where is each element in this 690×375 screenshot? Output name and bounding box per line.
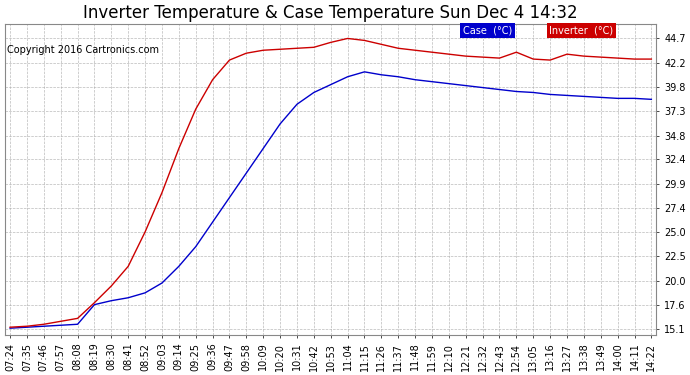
Text: Inverter  (°C): Inverter (°C) bbox=[549, 26, 613, 36]
Title: Inverter Temperature & Case Temperature Sun Dec 4 14:32: Inverter Temperature & Case Temperature … bbox=[83, 4, 578, 22]
Text: Copyright 2016 Cartronics.com: Copyright 2016 Cartronics.com bbox=[7, 45, 159, 55]
Text: Case  (°C): Case (°C) bbox=[463, 26, 513, 36]
